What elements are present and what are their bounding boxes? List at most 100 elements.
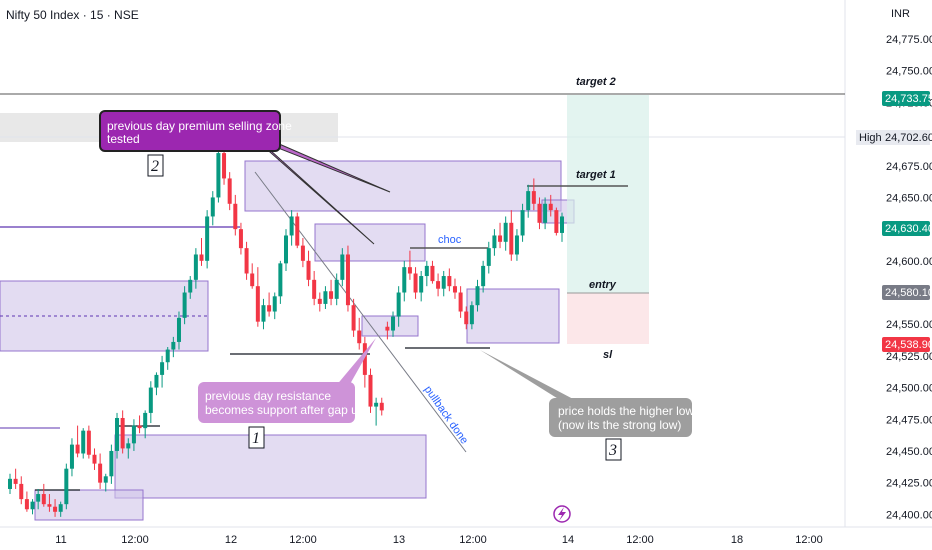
high-price-tag: 24,702.60 [885,132,932,144]
sl-price-tag-bg [882,337,930,352]
candle-body [452,286,457,293]
resistance-callout-pointer [330,338,376,393]
price-tick-label: 24,600.00 [886,256,932,268]
target2-label: target 2 [576,76,616,88]
candle-body [278,263,283,297]
candle-body [323,291,328,304]
price-tick-label: 24,650.00 [886,192,932,204]
candle-body [126,443,131,449]
note-premium-line1: previous day premium selling zone [107,119,292,133]
time-axis[interactable]: 11 12:00 12 12:00 13 12:00 14 12:00 18 12:00 [55,534,822,546]
candle-body [424,265,429,277]
marker-3-box [605,438,622,461]
candle-body [526,191,531,211]
marker-1: 1 [252,430,260,447]
candle-body [210,197,215,217]
candle-body [537,203,542,223]
higher-low-callout-pointer [480,350,575,400]
sl-price-tag: 24,538.90 [885,339,932,351]
time-tick-label: 13 [393,534,405,546]
price-axis[interactable]: 24,775.0024,750.0024,725.0024,675.0024,6… [886,34,932,521]
candle-body [131,425,136,444]
time-tick-label: 12:00 [459,534,487,546]
candle-body [503,222,508,242]
candle-body [267,305,272,312]
time-tick-label: 12 [225,534,237,546]
candle-body [351,305,356,331]
high-label: High [859,132,882,144]
candle-body [165,349,170,363]
price-tick-label: 24,675.00 [886,161,932,173]
candle-body [222,153,227,179]
candle-body [391,316,396,331]
candle-body [216,153,221,198]
candle-body [19,483,24,500]
candle-body [289,216,294,236]
candle-body [475,286,480,306]
candle-body [413,273,418,293]
candle-body [36,494,41,502]
candle-body [329,291,334,299]
marker-2-box [147,154,164,177]
candle-body [8,478,12,489]
candle-body [402,267,407,293]
current-price-tag: 24,630.40 [885,223,932,235]
candle-body [238,229,243,249]
candle-body [143,412,148,429]
price-tick-label: 24,775.00 [886,34,932,46]
candle-body [24,499,29,510]
candle-body [188,279,193,293]
demand-zone-right [466,288,560,344]
candle-body [543,203,548,223]
note-premium-line2: tested [107,132,140,146]
candle-body [407,267,412,274]
candle-body [64,468,69,505]
time-tick-label: 12:00 [121,534,149,546]
candle-body [58,504,63,512]
candle-body [368,374,373,407]
note-resistance-box [198,382,355,423]
candle-body [86,430,91,455]
candle-body [233,203,238,230]
candle-body [554,210,559,233]
candle-body [295,216,300,246]
high-label-bg [856,130,882,145]
candle-body [227,178,232,204]
supply-zone-upper [244,160,562,212]
candle-body [199,254,204,261]
candle-body [193,254,198,280]
note-premium-box [99,110,281,152]
candle-body [464,311,469,325]
lightning-icon[interactable] [553,505,571,523]
candle-body [560,216,564,233]
candle-body [312,279,317,299]
candle-body [458,292,463,312]
candle-body [255,286,260,322]
candle-body [41,494,46,505]
candle-body [47,504,52,507]
price-tick-label: 24,450.00 [886,446,932,458]
candle-body [345,254,350,306]
candle-body [69,444,74,469]
chart-title: Nifty 50 Index · 15 · NSE [6,8,139,22]
price-tick-label: 24,500.00 [886,383,932,395]
candle-body [13,478,18,484]
candle-body [109,450,114,477]
candle-body [436,281,441,289]
candle-body [160,362,165,375]
candle-body [374,402,379,407]
candle-body [75,444,80,454]
demand-zone-small [361,315,419,337]
candle-body [419,276,424,293]
candle-body [92,454,97,464]
candle-body [340,254,345,280]
candle-body [509,222,514,255]
candle-body [148,387,153,413]
candle-body [137,425,142,429]
candle-body [379,402,384,411]
candle-body [469,305,474,325]
pullback-label: pullback done [422,384,471,446]
position-loss-zone [567,293,649,344]
candle-body [53,506,58,512]
